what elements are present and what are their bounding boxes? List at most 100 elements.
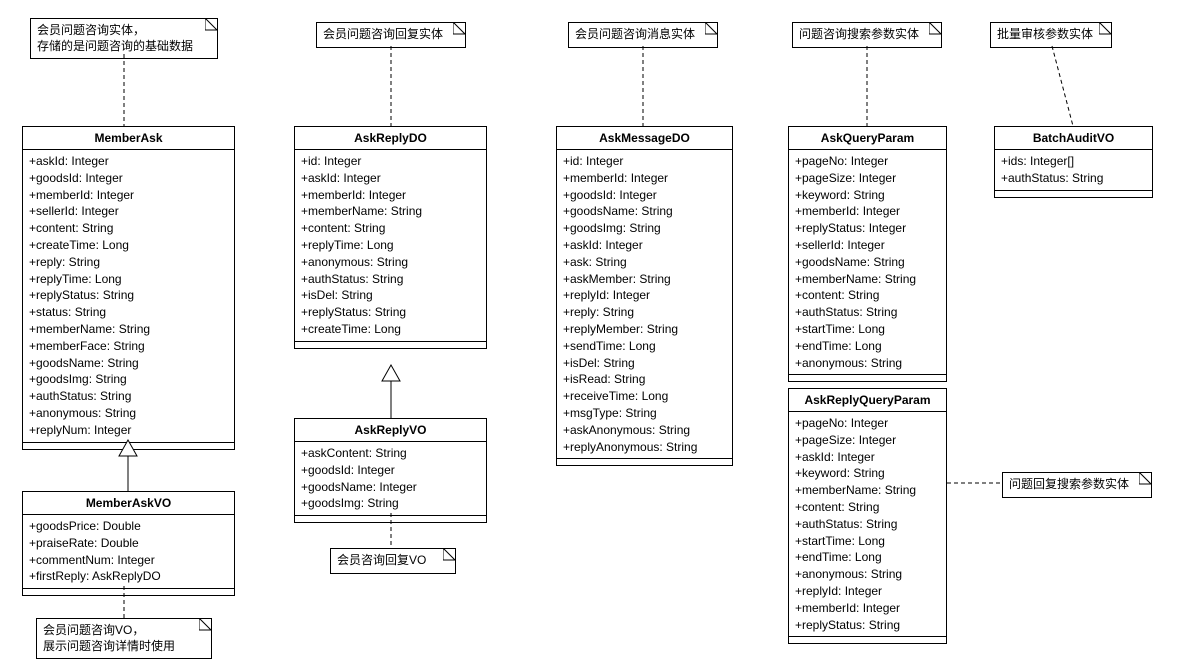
uml-note: 批量审核参数实体 <box>990 22 1112 48</box>
uml-attr: +authStatus: String <box>795 304 940 321</box>
uml-attr: +content: String <box>301 220 480 237</box>
uml-attr: +firstReply: AskReplyDO <box>29 568 228 585</box>
uml-class-AskReplyVO: AskReplyVO +askContent: String+goodsId: … <box>294 418 487 523</box>
uml-attr: +goodsId: Integer <box>301 462 480 479</box>
uml-class-ops <box>295 516 486 522</box>
uml-class-attrs: +ids: Integer[]+authStatus: String <box>995 150 1152 191</box>
uml-attr: +ask: String <box>563 254 726 271</box>
uml-attr: +msgType: String <box>563 405 726 422</box>
uml-note: 会员问题咨询回复实体 <box>316 22 466 48</box>
uml-attr: +endTime: Long <box>795 549 940 566</box>
uml-attr: +status: String <box>29 304 228 321</box>
uml-attr: +anonymous: String <box>29 405 228 422</box>
uml-attr: +memberId: Integer <box>563 170 726 187</box>
uml-attr: +isDel: String <box>563 355 726 372</box>
uml-class-title: AskReplyDO <box>295 127 486 150</box>
uml-attr: +praiseRate: Double <box>29 535 228 552</box>
uml-class-title: AskReplyQueryParam <box>789 389 946 412</box>
uml-class-ops <box>789 375 946 381</box>
note-line: 问题咨询搜索参数实体 <box>799 27 935 43</box>
uml-class-title: AskQueryParam <box>789 127 946 150</box>
note-line: 会员问题咨询VO， <box>43 623 205 639</box>
uml-class-AskQueryParam: AskQueryParam +pageNo: Integer+pageSize:… <box>788 126 947 382</box>
uml-note: 会员问题咨询实体，存储的是问题咨询的基础数据 <box>30 18 218 59</box>
uml-attr: +replyStatus: String <box>29 287 228 304</box>
uml-attr: +replyAnonymous: String <box>563 439 726 456</box>
uml-attr: +isRead: String <box>563 371 726 388</box>
uml-class-attrs: +askId: Integer+goodsId: Integer+memberI… <box>23 150 234 443</box>
uml-note: 会员问题咨询VO，展示问题咨询详情时使用 <box>36 618 212 659</box>
uml-attr: +pageSize: Integer <box>795 170 940 187</box>
uml-attr: +memberId: Integer <box>301 187 480 204</box>
uml-attr: +memberId: Integer <box>29 187 228 204</box>
uml-attr: +id: Integer <box>301 153 480 170</box>
uml-attr: +createTime: Long <box>301 321 480 338</box>
uml-attr: +sellerId: Integer <box>795 237 940 254</box>
uml-attr: +authStatus: String <box>795 516 940 533</box>
uml-attr: +goodsId: Integer <box>29 170 228 187</box>
uml-attr: +keyword: String <box>795 187 940 204</box>
uml-attr: +content: String <box>795 499 940 516</box>
uml-class-ops <box>295 342 486 348</box>
note-line: 问题回复搜索参数实体 <box>1009 477 1145 493</box>
uml-attr: +sellerId: Integer <box>29 203 228 220</box>
uml-class-ops <box>995 191 1152 197</box>
uml-attr: +goodsImg: String <box>29 371 228 388</box>
note-line: 会员问题咨询回复实体 <box>323 27 459 43</box>
uml-attr: +id: Integer <box>563 153 726 170</box>
uml-attr: +goodsName: String <box>795 254 940 271</box>
uml-attr: +goodsImg: String <box>301 495 480 512</box>
uml-note: 会员问题咨询消息实体 <box>568 22 718 48</box>
uml-class-attrs: +askContent: String+goodsId: Integer+goo… <box>295 442 486 516</box>
uml-attr: +askContent: String <box>301 445 480 462</box>
uml-attr: +replyNum: Integer <box>29 422 228 439</box>
uml-attr: +goodsName: String <box>563 203 726 220</box>
uml-attr: +memberId: Integer <box>795 203 940 220</box>
uml-attr: +goodsPrice: Double <box>29 518 228 535</box>
uml-attr: +memberId: Integer <box>795 600 940 617</box>
uml-class-ops <box>23 589 234 595</box>
uml-attr: +goodsImg: String <box>563 220 726 237</box>
note-line: 展示问题咨询详情时使用 <box>43 639 205 655</box>
uml-class-attrs: +pageNo: Integer+pageSize: Integer+keywo… <box>789 150 946 375</box>
note-line: 批量审核参数实体 <box>997 27 1105 43</box>
uml-attr: +reply: String <box>29 254 228 271</box>
uml-attr: +pageSize: Integer <box>795 432 940 449</box>
uml-class-attrs: +id: Integer+askId: Integer+memberId: In… <box>295 150 486 342</box>
note-line: 会员问题咨询消息实体 <box>575 27 711 43</box>
note-line: 会员问题咨询实体， <box>37 23 211 39</box>
uml-attr: +replyMember: String <box>563 321 726 338</box>
uml-attr: +replyStatus: String <box>301 304 480 321</box>
uml-attr: +keyword: String <box>795 465 940 482</box>
uml-attr: +replyId: Integer <box>563 287 726 304</box>
uml-attr: +askId: Integer <box>301 170 480 187</box>
uml-class-AskReplyDO: AskReplyDO +id: Integer+askId: Integer+m… <box>294 126 487 349</box>
note-line: 会员咨询回复VO <box>337 553 449 569</box>
uml-attr: +askId: Integer <box>563 237 726 254</box>
uml-class-ops <box>789 637 946 643</box>
uml-attr: +commentNum: Integer <box>29 552 228 569</box>
uml-class-title: MemberAskVO <box>23 492 234 515</box>
uml-class-attrs: +goodsPrice: Double+praiseRate: Double+c… <box>23 515 234 589</box>
uml-attr: +replyTime: Long <box>301 237 480 254</box>
uml-class-title: AskReplyVO <box>295 419 486 442</box>
uml-class-attrs: +id: Integer+memberId: Integer+goodsId: … <box>557 150 732 459</box>
uml-attr: +sendTime: Long <box>563 338 726 355</box>
uml-attr: +createTime: Long <box>29 237 228 254</box>
uml-attr: +startTime: Long <box>795 321 940 338</box>
uml-attr: +isDel: String <box>301 287 480 304</box>
uml-attr: +askId: Integer <box>795 449 940 466</box>
uml-class-attrs: +pageNo: Integer+pageSize: Integer+askId… <box>789 412 946 637</box>
uml-attr: +goodsId: Integer <box>563 187 726 204</box>
uml-attr: +pageNo: Integer <box>795 415 940 432</box>
uml-class-title: BatchAuditVO <box>995 127 1152 150</box>
uml-class-AskReplyQueryParam: AskReplyQueryParam +pageNo: Integer+page… <box>788 388 947 644</box>
uml-attr: +content: String <box>795 287 940 304</box>
uml-class-title: AskMessageDO <box>557 127 732 150</box>
uml-attr: +goodsName: Integer <box>301 479 480 496</box>
uml-class-MemberAsk: MemberAsk +askId: Integer+goodsId: Integ… <box>22 126 235 450</box>
uml-note: 会员咨询回复VO <box>330 548 456 574</box>
uml-class-BatchAuditVO: BatchAuditVO +ids: Integer[]+authStatus:… <box>994 126 1153 198</box>
uml-attr: +pageNo: Integer <box>795 153 940 170</box>
uml-attr: +startTime: Long <box>795 533 940 550</box>
